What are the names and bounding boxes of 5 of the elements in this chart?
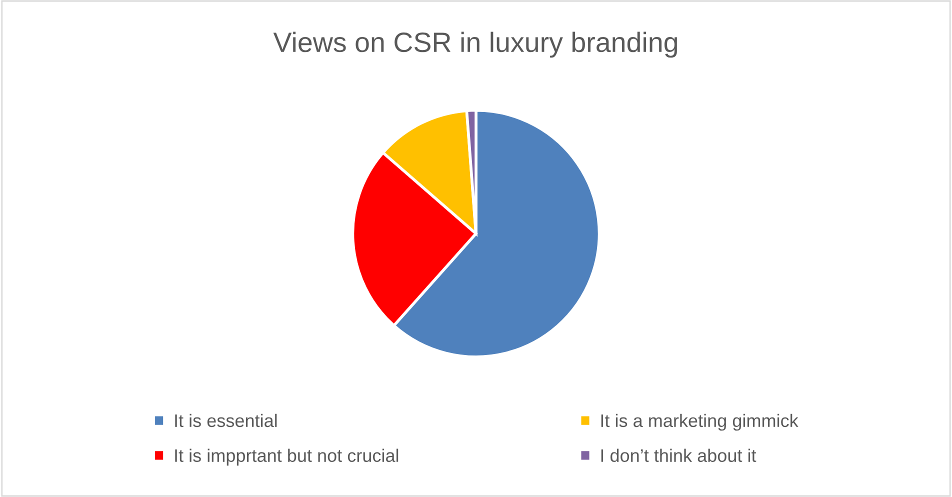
- legend-label: It is essential: [175, 414, 277, 428]
- legend-label: It is impprtant but not crucial: [175, 448, 398, 466]
- chart-title: Views on CSR in luxury branding: [273, 32, 678, 58]
- legend-label: I don’t think about it: [601, 448, 756, 462]
- legend-label: It is a marketing gimmick: [601, 414, 798, 431]
